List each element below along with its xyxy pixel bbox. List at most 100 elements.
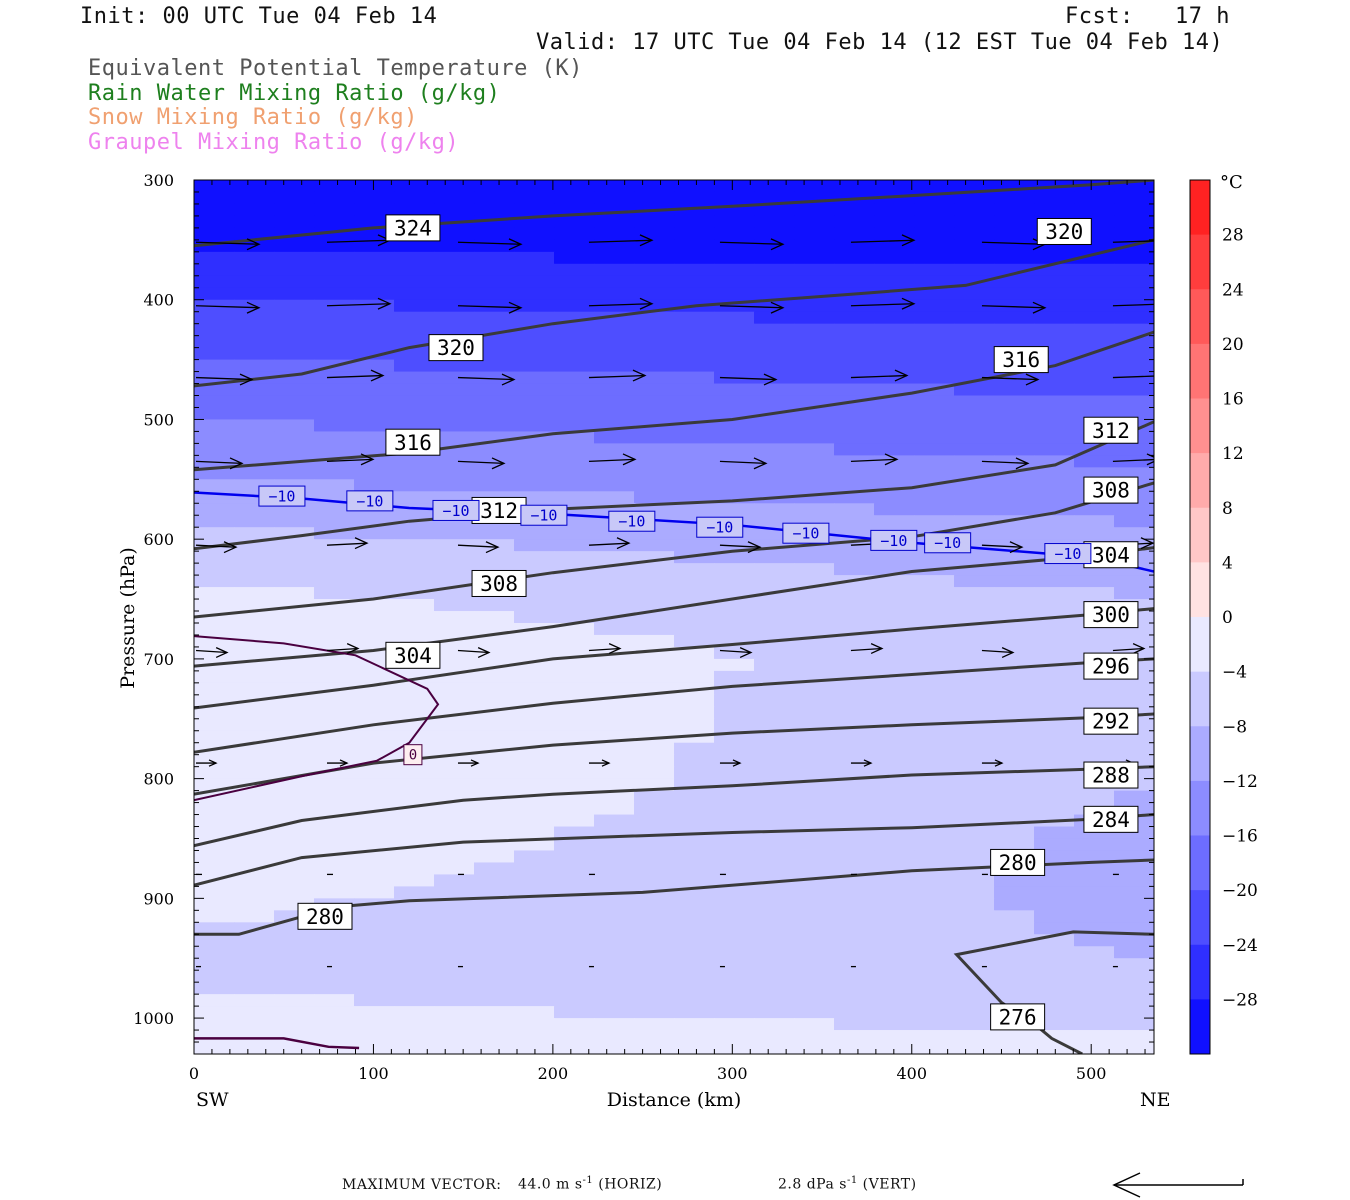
- temp-cell: [914, 1042, 955, 1054]
- temp-cell: [394, 180, 435, 193]
- temp-cell: [594, 718, 635, 732]
- temp-cell: [594, 982, 635, 995]
- temp-cell: [954, 180, 995, 193]
- temp-cell: [1034, 431, 1075, 444]
- temp-cell: [634, 491, 675, 504]
- temp-cell: [474, 694, 515, 708]
- temp-cell: [434, 311, 475, 325]
- colorbar-tick-label: −28: [1222, 990, 1258, 1010]
- theta-e-label-text: 324: [394, 216, 432, 240]
- temp-cell: [994, 443, 1035, 456]
- temp-cell: [554, 682, 595, 696]
- temp-cell: [354, 826, 395, 840]
- temp-cell: [874, 407, 915, 421]
- temp-cell: [1114, 910, 1154, 923]
- temp-cell: [274, 251, 315, 265]
- temp-cell: [754, 670, 795, 684]
- temp-cell: [834, 431, 875, 444]
- isotherm-label: −10: [782, 522, 830, 544]
- temp-cell: [914, 251, 955, 265]
- temp-cell: [314, 215, 355, 229]
- colorbar-tick-label: 20: [1222, 335, 1244, 355]
- temp-cell: [1074, 299, 1115, 313]
- temp-cell: [994, 335, 1035, 349]
- temp-cell: [594, 670, 635, 684]
- isotherm-label: −10: [258, 485, 306, 507]
- temp-cell: [194, 934, 235, 947]
- temp-cell: [194, 599, 235, 612]
- temp-cell: [1074, 191, 1115, 205]
- theta-e-label: 296: [1083, 652, 1139, 680]
- temp-cell: [434, 802, 475, 816]
- temp-cell: [354, 371, 395, 385]
- temp-cell: [914, 227, 955, 241]
- theta-e-label-text: 296: [1092, 655, 1130, 679]
- temp-cell: [874, 910, 915, 923]
- temp-cell: [554, 1030, 595, 1043]
- temp-cell: [994, 946, 1035, 959]
- temp-cell: [834, 251, 875, 265]
- temp-cell: [354, 694, 395, 708]
- temp-cell: [1034, 203, 1075, 217]
- isotherm-label: −10: [432, 499, 480, 521]
- colorbar-swatch: [1190, 944, 1210, 1000]
- temp-cell: [274, 539, 315, 552]
- temp-cell: [554, 658, 595, 672]
- temp-cell: [274, 778, 315, 792]
- temp-cell: [954, 215, 995, 229]
- temp-cell: [914, 551, 955, 564]
- temp-cell: [994, 239, 1035, 253]
- temp-cell: [354, 443, 395, 456]
- temp-cell: [634, 575, 675, 588]
- theta-e-contour-308: [194, 481, 1154, 619]
- temp-cell: [674, 838, 715, 852]
- temp-cell: [354, 203, 395, 217]
- wind-vector: [326, 453, 375, 466]
- temp-cell: [594, 934, 635, 947]
- temp-cell: [754, 299, 795, 313]
- temp-cell: [274, 180, 315, 193]
- temp-cell: [794, 323, 835, 337]
- temp-cell: [634, 910, 675, 923]
- wind-shaft: [326, 303, 391, 307]
- theta-e-contour-288: [194, 765, 1154, 848]
- temp-cell: [474, 754, 515, 768]
- temp-cell: [834, 467, 875, 480]
- temp-cell: [794, 407, 835, 421]
- temp-cell: [994, 886, 1035, 899]
- temp-cell: [1114, 515, 1154, 528]
- temp-cell: [634, 611, 675, 624]
- temp-cell: [474, 826, 515, 840]
- temp-cell: [794, 682, 835, 696]
- temp-cell: [994, 431, 1035, 444]
- temp-cell: [714, 263, 755, 277]
- temp-cell: [714, 443, 755, 456]
- temp-cell: [394, 826, 435, 840]
- temp-cell: [674, 994, 715, 1007]
- wind-vector: [457, 647, 491, 658]
- temp-cell: [1034, 706, 1075, 720]
- y-tick-label: 500: [143, 410, 174, 429]
- theta-e-label: 316: [993, 346, 1049, 374]
- temp-cell: [354, 599, 395, 612]
- temp-cell: [554, 299, 595, 313]
- wind-shaft: [588, 239, 652, 243]
- temp-cell: [394, 551, 435, 564]
- temp-cell: [634, 383, 675, 397]
- temp-cell: [1114, 874, 1154, 887]
- temp-cell: [394, 359, 435, 373]
- colorbar-swatch: [1190, 234, 1210, 290]
- temp-cell: [794, 754, 835, 768]
- temp-cell: [794, 455, 835, 468]
- temp-cell: [674, 706, 715, 720]
- temp-cell: [314, 934, 355, 947]
- temp-cell: [514, 203, 555, 217]
- temp-cell: [754, 790, 795, 804]
- temp-cell: [794, 646, 835, 660]
- temp-cell: [194, 958, 235, 971]
- temp-cell: [834, 658, 875, 672]
- wind-shaft: [719, 460, 766, 465]
- temp-cell: [914, 730, 955, 744]
- temp-cell: [834, 958, 875, 971]
